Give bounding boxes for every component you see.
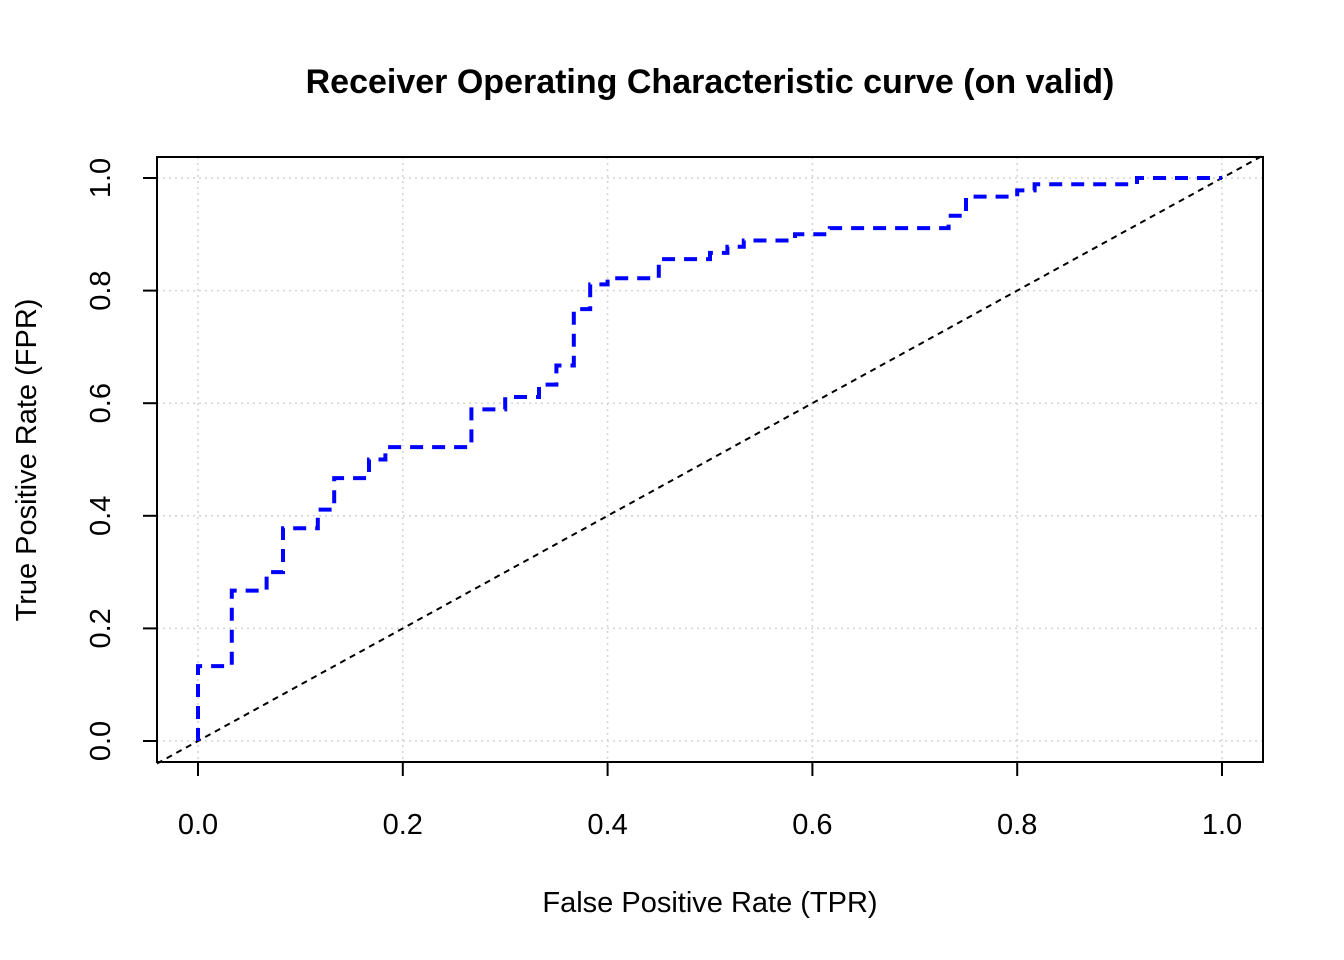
y-tick-label: 0.0 [85,721,117,761]
y-axis-label: True Positive Rate (FPR) [11,299,43,622]
diagonal-line [156,154,1264,765]
x-tick-label: 0.0 [178,809,218,841]
y-tick-label: 1.0 [85,158,117,198]
roc-curve [196,176,1222,741]
x-tick-label: 1.0 [1202,809,1242,841]
y-axis: 0.0 0.2 0.4 0.6 0.8 1.0 [85,158,157,761]
x-tick-label: 0.6 [792,809,832,841]
x-tick-label: 0.8 [997,809,1037,841]
y-tick-label: 0.8 [85,270,117,310]
y-tick-label: 0.4 [85,496,117,536]
x-axis-label: False Positive Rate (TPR) [542,887,877,919]
diagonal-reference [156,154,1264,765]
x-axis: 0.0 0.2 0.4 0.6 0.8 1.0 [178,761,1242,841]
grid [157,157,1263,762]
chart-title: Receiver Operating Characteristic curve … [306,63,1115,101]
x-tick-label: 0.4 [587,809,627,841]
series-layer [196,176,1222,741]
y-tick-label: 0.2 [85,608,117,648]
y-tick-label: 0.6 [85,383,117,423]
x-tick-label: 0.2 [383,809,423,841]
